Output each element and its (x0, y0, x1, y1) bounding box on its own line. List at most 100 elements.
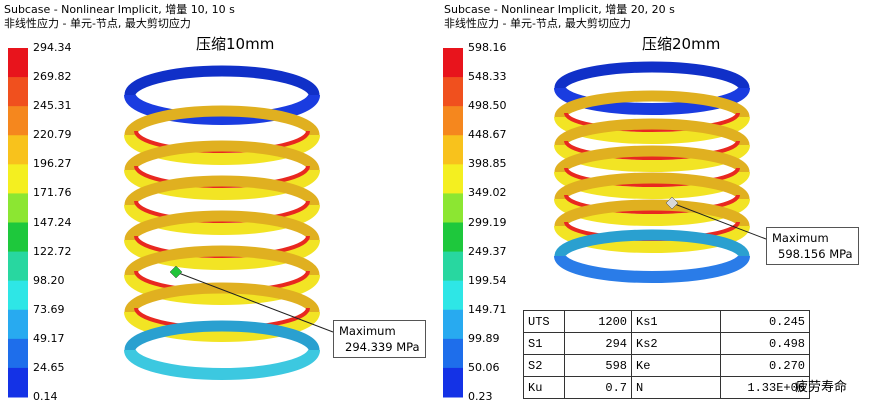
coil-front (124, 169, 320, 200)
legend-label: 548.33 (468, 70, 507, 84)
coil-front (124, 311, 320, 342)
coil-front (124, 204, 320, 235)
max-marker (665, 196, 679, 210)
legend-label: 220.79 (33, 128, 72, 142)
legend-label: 294.34 (33, 41, 72, 54)
fatigue-table: UTS 1200 Ks1 0.245 S1 294 Ks2 0.498 S2 598 Ke 0.270… (523, 310, 810, 399)
coil-front (554, 254, 750, 283)
panel-title: 压缩10mm (196, 35, 275, 53)
table-cell: Ks1 (631, 310, 721, 333)
coil-stress (564, 194, 740, 214)
annotation-text: 598.156 MPa (778, 247, 853, 261)
coil-back (124, 245, 320, 276)
legend-label: 24.65 (33, 360, 65, 374)
legend-label: 171.76 (33, 186, 72, 200)
table-caption: 疲劳寿命 (795, 380, 848, 395)
table-row: UTS 1200 Ks1 0.245 (523, 310, 810, 333)
legend-label: 349.02 (468, 186, 507, 200)
table-cell: Ke (631, 354, 721, 377)
coil-back (124, 320, 320, 351)
coil-front (124, 349, 320, 380)
coil-back (124, 210, 320, 241)
legend-band (8, 280, 28, 311)
legend-label: 598.16 (468, 41, 507, 54)
legend-band (8, 106, 28, 136)
legend-label: 196.27 (33, 157, 72, 171)
legend-label: 199.54 (468, 273, 507, 287)
coil-back (124, 105, 320, 136)
legend-band (8, 193, 28, 223)
legend-band (8, 251, 28, 282)
table-cell: S1 (523, 332, 565, 355)
legend-label: 448.67 (468, 128, 507, 142)
legend-band (443, 222, 463, 253)
legend-label: 73.69 (33, 302, 65, 316)
coil-front (124, 274, 320, 305)
table-cell: 0.245 (720, 310, 810, 333)
table-cell: Ku (523, 376, 565, 399)
annotation-text: Maximum (339, 324, 396, 338)
legend-band (443, 135, 463, 165)
table-cell: Ks2 (631, 332, 721, 355)
table-cell: UTS (523, 310, 565, 333)
legend-label: 122.72 (33, 244, 72, 258)
coil-front (554, 197, 750, 226)
annotation-text: Maximum (772, 231, 829, 245)
annotation-box: Maximum 598.156 MPa (766, 227, 859, 265)
legend-label: 49.17 (33, 331, 65, 345)
legend-label: 147.24 (33, 215, 72, 229)
leader-line (671, 202, 767, 240)
legend-label: 245.31 (33, 99, 72, 113)
coil-back (124, 175, 320, 206)
annotation-box: Maximum 294.339 MPa (333, 320, 426, 358)
legend-label: 0.23 (468, 390, 493, 403)
legend-band (443, 193, 463, 223)
legend-label: 249.37 (468, 244, 507, 258)
table-cell: 294 (564, 332, 632, 355)
legend-band (8, 135, 28, 165)
legend-label: 269.82 (33, 70, 72, 84)
legend-band (443, 106, 463, 136)
table-row: S2 598 Ke 0.270 (523, 354, 810, 377)
header-line: 非线性应力 - 单元-节点, 最大剪切应力 (4, 17, 191, 30)
table-cell: S2 (523, 354, 565, 377)
legend-band (8, 164, 28, 194)
coil-front (554, 115, 750, 144)
header-line: Subcase - Nonlinear Implicit, 增量 10, 10 … (4, 3, 235, 16)
header-line: 非线性应力 - 单元-节点, 最大剪切应力 (444, 17, 631, 30)
legend-label: 398.85 (468, 157, 507, 171)
table-cell: 1.33E+06 (720, 376, 810, 399)
table-row: Ku 0.7 N 1.33E+06 (523, 376, 810, 399)
legend-band (8, 77, 28, 107)
legend-band (8, 48, 28, 78)
legend-band (8, 222, 28, 253)
table-cell: 0.270 (720, 354, 810, 377)
max-marker (169, 265, 183, 279)
legend-band (8, 309, 28, 340)
coil-front (554, 224, 750, 253)
legend-label: 498.50 (468, 99, 507, 113)
coil-back (124, 282, 320, 313)
legend-label: 50.06 (468, 360, 500, 374)
annotation-text: 294.339 MPa (345, 340, 420, 354)
legend-band (443, 367, 463, 398)
table-row: S1 294 Ks2 0.498 (523, 332, 810, 355)
coil-back (554, 229, 750, 257)
legend-label: 299.19 (468, 215, 507, 229)
coil-stress (564, 167, 740, 187)
table-cell: 598 (564, 354, 632, 377)
legend-band (443, 338, 463, 369)
coil-front (124, 134, 320, 165)
coil-front (554, 170, 750, 199)
coil-front (124, 239, 320, 270)
coil-front (124, 94, 320, 125)
legend-label: 98.20 (33, 273, 65, 287)
coil-back (124, 65, 320, 96)
legend-band (443, 48, 463, 78)
coil-back (554, 199, 750, 227)
table-cell: 0.7 (564, 376, 632, 399)
panel-title: 压缩20mm (642, 35, 721, 53)
legend-label: 149.71 (468, 302, 507, 316)
